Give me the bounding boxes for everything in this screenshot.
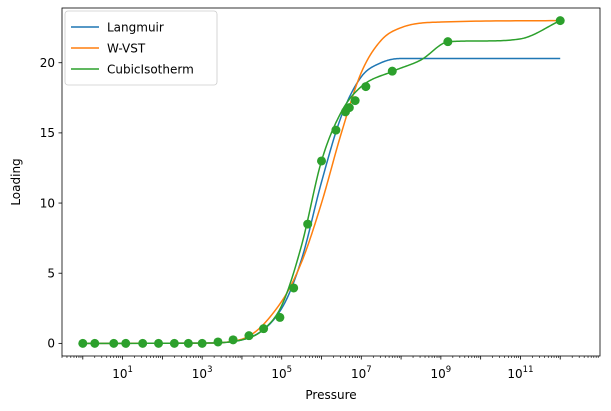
axes-frame	[61, 7, 601, 357]
data-point-17	[317, 156, 327, 166]
y-axis-label: Loading	[9, 158, 23, 205]
legend-label-langmuir: Langmuir	[107, 21, 164, 35]
y-tick-label: 5	[47, 267, 55, 281]
legend: Langmuir W-VST CubicIsotherm	[64, 10, 218, 86]
data-point-24	[443, 37, 453, 47]
data-point-18	[331, 125, 341, 135]
data-point-5	[138, 338, 148, 348]
data-point-2	[90, 338, 100, 348]
y-tick-label: 20	[40, 56, 55, 70]
y-tick-label: 0	[47, 337, 55, 351]
data-point-21	[350, 96, 360, 106]
plot-area	[78, 16, 565, 348]
data-point-3	[109, 338, 119, 348]
data-point-11	[228, 335, 238, 345]
legend-label-w-vst: W-VST	[107, 42, 146, 56]
data-point-7	[169, 338, 179, 348]
legend-label-cubicisotherm: CubicIsotherm	[107, 63, 194, 77]
data-point-15	[289, 283, 299, 293]
data-point-9	[197, 338, 207, 348]
data-point-10	[213, 337, 223, 347]
data-point-22	[361, 82, 371, 92]
data-point-8	[183, 338, 193, 348]
legend-box	[64, 10, 218, 86]
data-point-20	[344, 103, 354, 113]
data-point-6	[154, 338, 164, 348]
y-tick-label: 15	[40, 126, 55, 140]
data-point-12	[244, 331, 254, 341]
data-point-16	[303, 219, 313, 229]
data-point-25	[555, 16, 565, 26]
data-point-13	[259, 324, 269, 334]
data-point-1	[78, 338, 88, 348]
data-point-23	[387, 66, 397, 76]
x-axis-label: Pressure	[305, 388, 356, 402]
y-tick-label: 10	[40, 196, 55, 210]
data-point-14	[275, 312, 285, 322]
data-point-4	[121, 338, 131, 348]
